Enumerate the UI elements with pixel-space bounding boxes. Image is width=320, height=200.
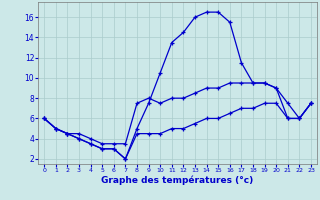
X-axis label: Graphe des températures (°c): Graphe des températures (°c) xyxy=(101,176,254,185)
